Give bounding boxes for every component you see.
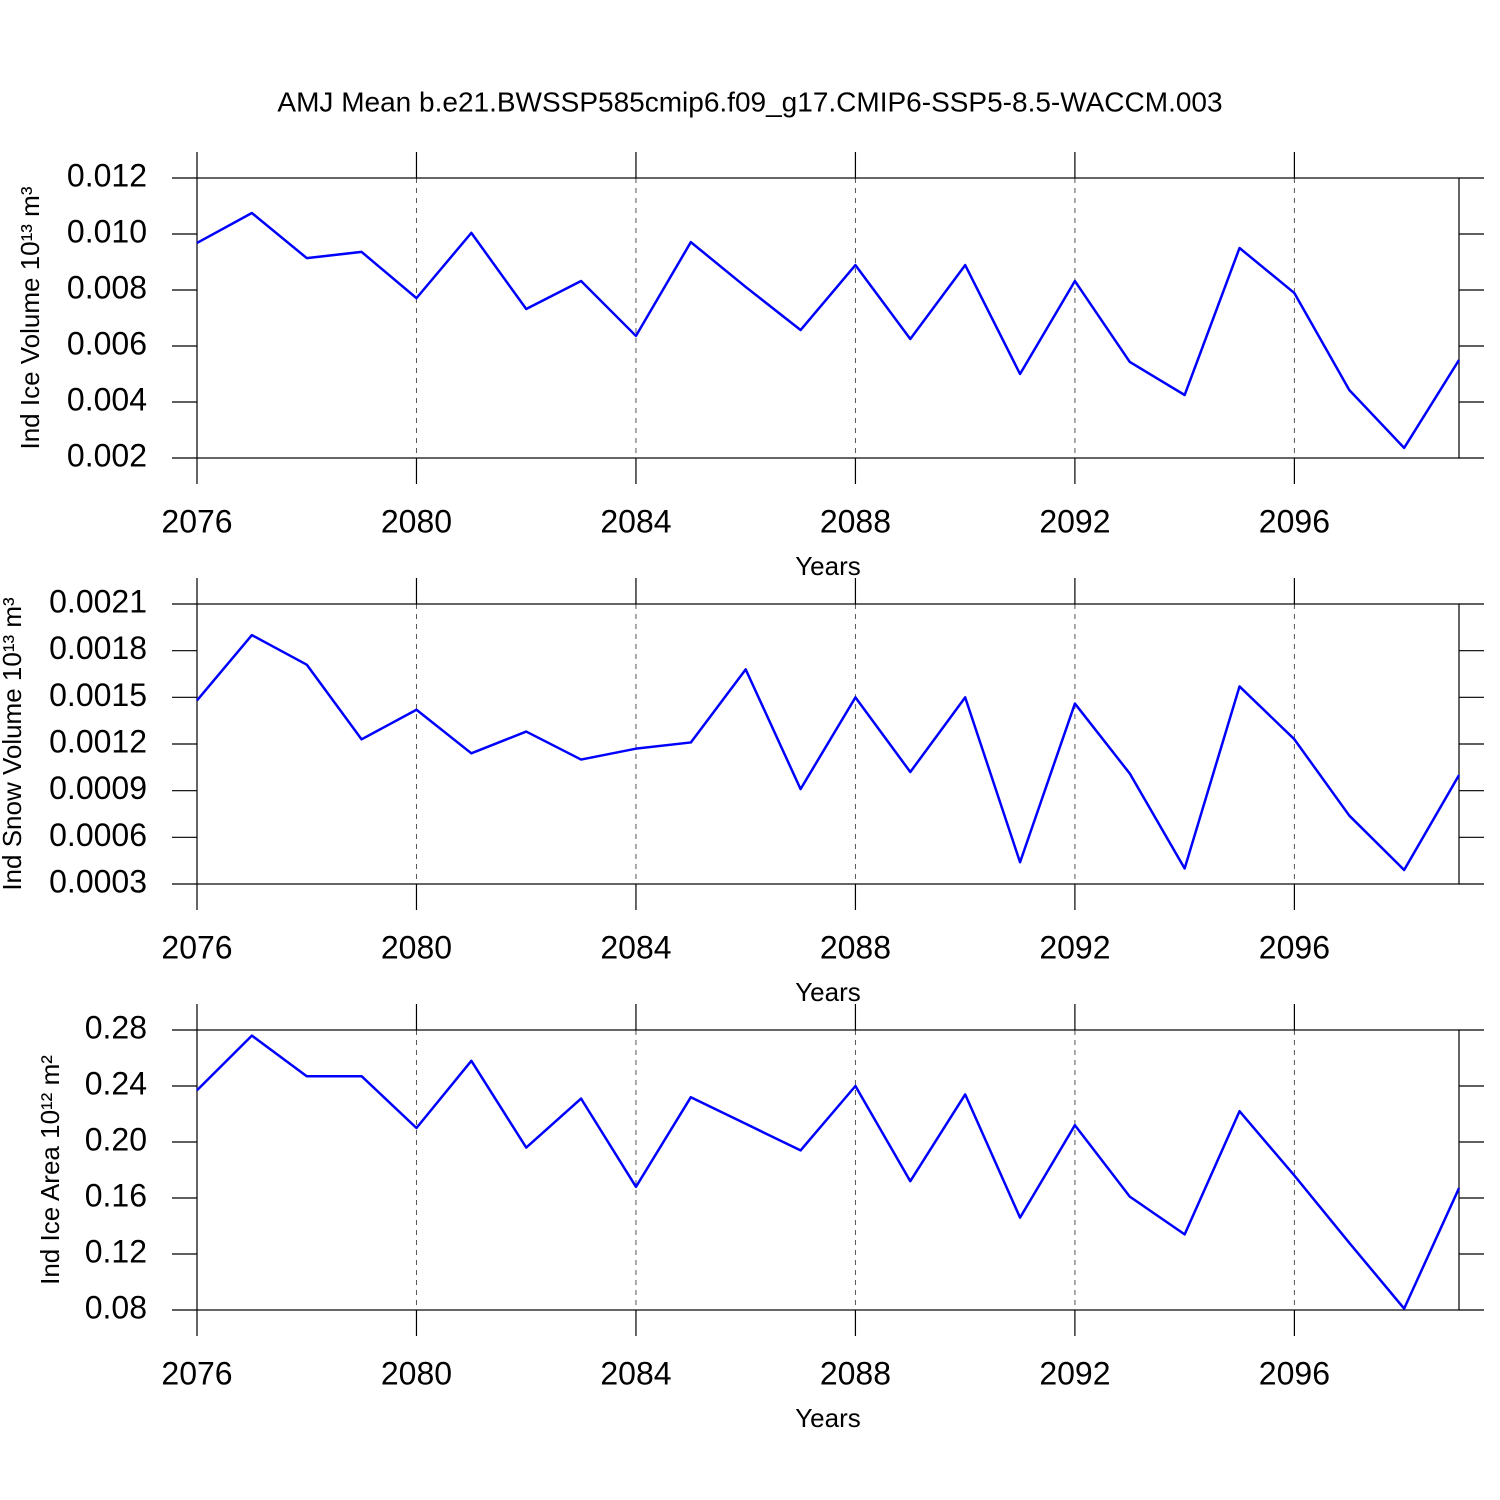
x-tick-label: 2096 [1259,1355,1330,1391]
x-axis-label: Years [795,977,861,1007]
y-tick-label: 0.24 [85,1065,147,1101]
x-tick-label: 2080 [381,929,452,965]
y-tick-label: 0.0006 [49,817,147,853]
y-tick-label: 0.0015 [49,677,147,713]
data-line [196,633,1461,872]
x-tick-label: 2096 [1259,503,1330,539]
y-tick-label: 0.0018 [49,630,147,666]
y-tick-label: 0.12 [85,1233,147,1269]
plot-frame [196,1029,1460,1311]
x-tick-label: 2080 [381,1355,452,1391]
y-tick-label: 0.0003 [49,863,147,899]
y-axis-label: Ind Ice Volume 10¹³ m³ [15,186,45,449]
y-tick-label: 0.012 [67,157,147,193]
x-axis-label: Years [795,1403,861,1433]
x-tick-label: 2088 [820,503,891,539]
y-tick-label: 0.004 [67,381,147,417]
plot-frame [196,603,1460,885]
x-tick-label: 2092 [1039,503,1110,539]
y-tick-label: 0.0009 [49,770,147,806]
x-tick-label: 2092 [1039,929,1110,965]
y-tick-label: 0.0012 [49,723,147,759]
chart-title: AMJ Mean b.e21.BWSSP585cmip6.f09_g17.CMI… [277,86,1222,117]
y-tick-label: 0.0021 [49,583,147,619]
x-tick-label: 2080 [381,503,452,539]
data-line [196,211,1461,450]
x-tick-label: 2088 [820,929,891,965]
plot-frame [196,177,1460,459]
y-tick-label: 0.28 [85,1009,147,1045]
y-tick-label: 0.16 [85,1177,147,1213]
x-tick-label: 2084 [600,929,671,965]
x-tick-label: 2088 [820,1355,891,1391]
y-axis-label: Ind Ice Area 10¹² m² [35,1055,65,1285]
y-tick-label: 0.010 [67,213,147,249]
data-line [196,1034,1461,1310]
x-tick-label: 2092 [1039,1355,1110,1391]
y-tick-label: 0.002 [67,437,147,473]
y-tick-label: 0.008 [67,269,147,305]
x-tick-label: 2084 [600,503,671,539]
x-tick-label: 2096 [1259,929,1330,965]
x-axis-label: Years [795,551,861,581]
x-tick-label: 2076 [161,1355,232,1391]
x-tick-label: 2076 [161,929,232,965]
y-tick-label: 0.20 [85,1121,147,1157]
y-tick-label: 0.006 [67,325,147,361]
y-axis-label: Ind Snow Volume 10¹³ m³ [0,597,27,891]
x-tick-label: 2076 [161,503,232,539]
y-tick-label: 0.08 [85,1289,147,1325]
x-tick-label: 2084 [600,1355,671,1391]
